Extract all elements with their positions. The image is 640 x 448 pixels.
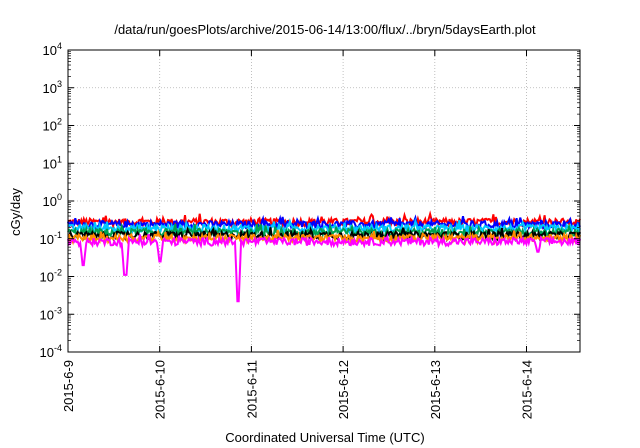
y-tick-label: 101 <box>43 154 62 171</box>
y-tick-label: 103 <box>43 79 62 96</box>
y-tick-label: 10-4 <box>40 343 62 360</box>
series-line-7 <box>67 233 581 303</box>
y-tick-label: 10-1 <box>40 230 62 247</box>
x-tick-label: 2015-6-9 <box>61 360 76 412</box>
grid <box>68 50 580 352</box>
x-axis-label: Coordinated Universal Time (UTC) <box>225 430 424 445</box>
x-tick-label: 2015-6-13 <box>428 360 443 419</box>
x-tick-label: 2015-6-12 <box>336 360 351 419</box>
series-line-3 <box>67 217 581 237</box>
x-tick-label: 2015-6-10 <box>153 360 168 419</box>
y-axis-label: cGy/day <box>8 188 23 236</box>
series-line-2 <box>67 214 581 232</box>
y-tick-label: 10-3 <box>40 305 62 322</box>
y-axis: 10-4 10-3 10-2 10-1 100 101 102 103 104 <box>40 41 580 360</box>
y-tick-label: 104 <box>43 41 62 58</box>
x-tick-label: 2015-6-11 <box>244 360 259 418</box>
x-tick-label: 2015-6-14 <box>520 360 535 419</box>
x-axis: 2015-6-9 2015-6-10 2015-6-11 2015-6-12 2015-… <box>61 50 535 419</box>
y-tick-label: 100 <box>43 192 62 209</box>
y-tick-label: 10-2 <box>40 268 62 285</box>
series-group <box>67 210 581 303</box>
chart-title: /data/run/goesPlots/archive/2015-06-14/1… <box>114 22 536 37</box>
y-tick-label: 102 <box>43 117 62 134</box>
